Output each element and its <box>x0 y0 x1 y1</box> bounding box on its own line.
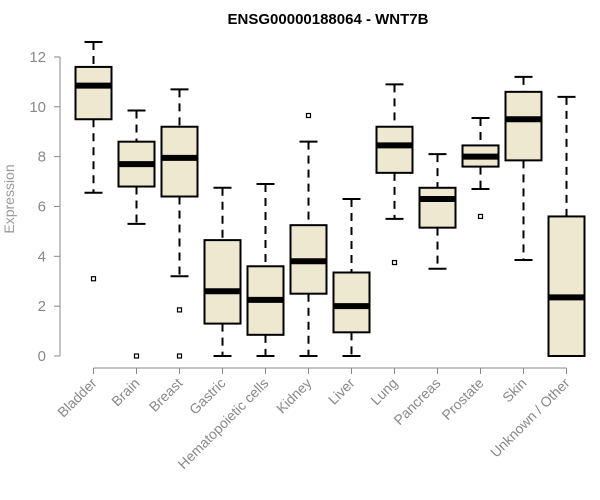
box-group <box>418 153 457 270</box>
x-tick-label: Lung <box>367 375 400 408</box>
box-group <box>461 117 500 220</box>
y-tick-label: 8 <box>38 149 46 166</box>
iqr-box <box>418 186 457 229</box>
box-group <box>504 75 543 262</box>
iqr-box <box>375 125 414 174</box>
box-group <box>246 183 285 357</box>
box-group <box>117 109 156 359</box>
iqr-box <box>203 239 242 325</box>
y-tick-label: 2 <box>38 298 46 315</box>
box-group <box>332 198 371 357</box>
box-group <box>160 88 199 359</box>
x-tick-label: Skin <box>499 375 530 406</box>
box-group <box>289 112 328 357</box>
x-tick-label: Kidney <box>273 375 315 417</box>
y-tick-label: 12 <box>29 49 46 66</box>
x-tick-label: Prostate <box>438 375 486 423</box>
chart-title: ENSG00000188064 - WNT7B <box>228 11 429 28</box>
x-tick-label: Breast <box>146 375 186 415</box>
box-group <box>203 186 242 357</box>
outlier-point <box>305 112 312 119</box>
x-tick-label: Gastric <box>186 375 229 418</box>
box-group <box>375 83 414 266</box>
y-tick-label: 10 <box>29 99 46 116</box>
x-tick-label: Unknown / Other <box>487 375 573 461</box>
iqr-box <box>160 125 199 198</box>
y-tick-label: 6 <box>38 198 46 215</box>
y-tick-label: 0 <box>38 348 46 365</box>
iqr-box <box>332 271 371 334</box>
y-axis: 0 2 4 6 8 10 12 <box>29 49 61 365</box>
x-tick-label: Liver <box>325 375 358 408</box>
x-tick-label: Pancreas <box>390 375 443 428</box>
iqr-box <box>504 90 543 162</box>
iqr-box <box>74 65 113 121</box>
box-series <box>74 41 586 359</box>
outlier-point <box>133 353 140 359</box>
box-group <box>547 95 586 357</box>
y-axis-label: Expression <box>1 164 17 233</box>
outlier-point <box>176 353 183 359</box>
outlier-point <box>477 213 484 220</box>
box-group <box>74 41 113 282</box>
x-tick-label: Bladder <box>54 375 100 421</box>
iqr-box <box>547 215 586 357</box>
y-tick-label: 4 <box>38 248 46 265</box>
outlier-point <box>176 307 183 313</box>
outlier-point <box>391 259 398 266</box>
x-tick-label: Brain <box>108 375 142 409</box>
outlier-point <box>90 276 97 282</box>
